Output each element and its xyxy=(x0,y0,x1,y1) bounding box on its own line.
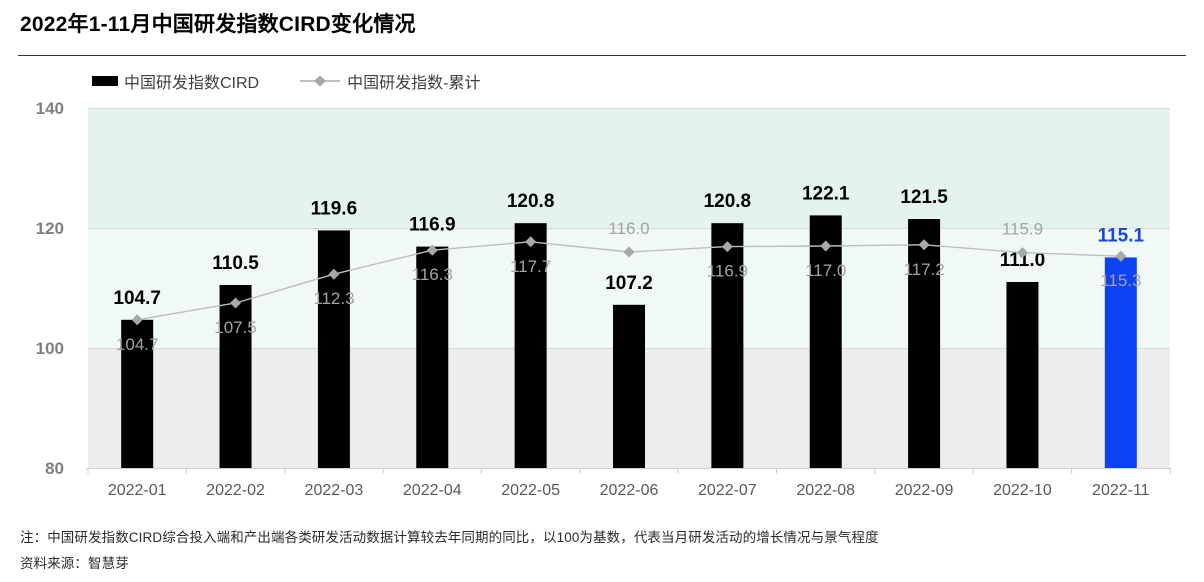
line-marker xyxy=(230,297,242,309)
bar-2022-02 xyxy=(219,285,252,468)
line-marker xyxy=(525,236,537,248)
line-diamond-icon xyxy=(300,75,341,87)
line-value-label: 107.5 xyxy=(214,318,257,337)
bar-value-label: 122.1 xyxy=(802,183,850,204)
x-axis-label: 2022-04 xyxy=(403,482,462,499)
y-axis-label: 120 xyxy=(36,219,64,238)
bar-swatch-icon xyxy=(92,76,118,86)
line-marker xyxy=(328,268,340,280)
bar-2022-09 xyxy=(908,219,941,468)
title-divider xyxy=(18,55,1186,56)
line-marker xyxy=(820,240,832,252)
bar-value-label: 120.8 xyxy=(507,191,555,212)
x-axis-label: 2022-05 xyxy=(501,482,560,499)
bar-2022-11 xyxy=(1104,257,1137,468)
line-marker xyxy=(623,246,635,258)
line-marker xyxy=(131,314,143,326)
plot-band xyxy=(88,108,1170,228)
bar-2022-10 xyxy=(1006,282,1039,468)
legend-label-line-series: 中国研发指数-累计 xyxy=(347,75,481,92)
y-axis-label: 80 xyxy=(45,459,64,478)
legend: 中国研发指数CIRD 中国研发指数-累计 xyxy=(92,70,480,92)
line-value-label: 117.7 xyxy=(510,257,551,276)
cird-combo-chart: 80 100 120 140 2022-01 2022-02 2022-03 2022-04 2… xyxy=(36,99,1171,499)
bar-value-label: 116.9 xyxy=(409,215,456,236)
page-title: 2022年1-11月中国研发指数CIRD变化情况 xyxy=(20,13,416,36)
legend-item-bar-series: 中国研发指数CIRD xyxy=(92,69,259,93)
bar-value-label: 121.5 xyxy=(900,187,948,208)
bar-value-label: 119.6 xyxy=(311,198,358,219)
line-value-label: 116.3 xyxy=(412,265,453,284)
bar-value-label: 115.1 xyxy=(1098,225,1145,246)
bar-value-label: 110.5 xyxy=(212,253,259,274)
line-value-label: 112.3 xyxy=(313,289,354,308)
line-value-label: 116.9 xyxy=(707,262,748,281)
line-marker xyxy=(1016,247,1028,259)
bar-2022-06 xyxy=(613,304,645,468)
bar-value-label: 107.2 xyxy=(605,273,653,294)
line-marker xyxy=(918,239,930,251)
x-axis-label: 2022-01 xyxy=(108,482,167,499)
line-value-label: 115.3 xyxy=(1100,271,1141,290)
line-value-label: 117.2 xyxy=(903,260,944,279)
x-axis-label: 2022-10 xyxy=(993,482,1052,499)
line-value-label: 117.0 xyxy=(805,261,846,280)
bar-value-label: 104.7 xyxy=(113,288,161,309)
line-marker xyxy=(721,241,733,253)
line-value-label: 104.7 xyxy=(116,335,159,354)
legend-label-bar-series: 中国研发指数CIRD xyxy=(124,75,260,92)
footnote-note: 注：中国研发指数CIRD综合投入端和产出端各类研发活动数据计算较去年同期的同比，… xyxy=(20,530,879,545)
x-axis-label: 2022-06 xyxy=(600,482,659,499)
bar-2022-07 xyxy=(711,223,744,468)
bar-2022-08 xyxy=(809,215,842,468)
bar-2022-01 xyxy=(121,319,154,468)
x-axis-label: 2022-02 xyxy=(206,482,265,499)
x-axis-label: 2022-11 xyxy=(1092,482,1150,499)
bar-2022-03 xyxy=(317,230,350,468)
bar-2022-04 xyxy=(416,246,449,468)
line-marker xyxy=(1115,250,1127,262)
footnote-source: 资料来源：智慧芽 xyxy=(20,556,129,571)
x-axis-label: 2022-03 xyxy=(305,482,364,499)
line-value-label: 115.9 xyxy=(1002,220,1043,239)
line-marker xyxy=(426,244,438,256)
y-axis-label: 100 xyxy=(36,339,64,358)
bar-2022-05 xyxy=(514,223,547,468)
x-axis-label: 2022-07 xyxy=(698,482,757,499)
legend-item-line-series: 中国研发指数-累计 xyxy=(299,69,480,93)
line-value-label: 116.0 xyxy=(608,219,649,238)
bar-value-label: 120.8 xyxy=(704,191,752,212)
x-axis-label: 2022-08 xyxy=(796,482,855,499)
x-axis-label: 2022-09 xyxy=(895,482,954,499)
y-axis-label: 140 xyxy=(36,99,64,118)
bar-value-label: 111.0 xyxy=(1000,250,1045,271)
